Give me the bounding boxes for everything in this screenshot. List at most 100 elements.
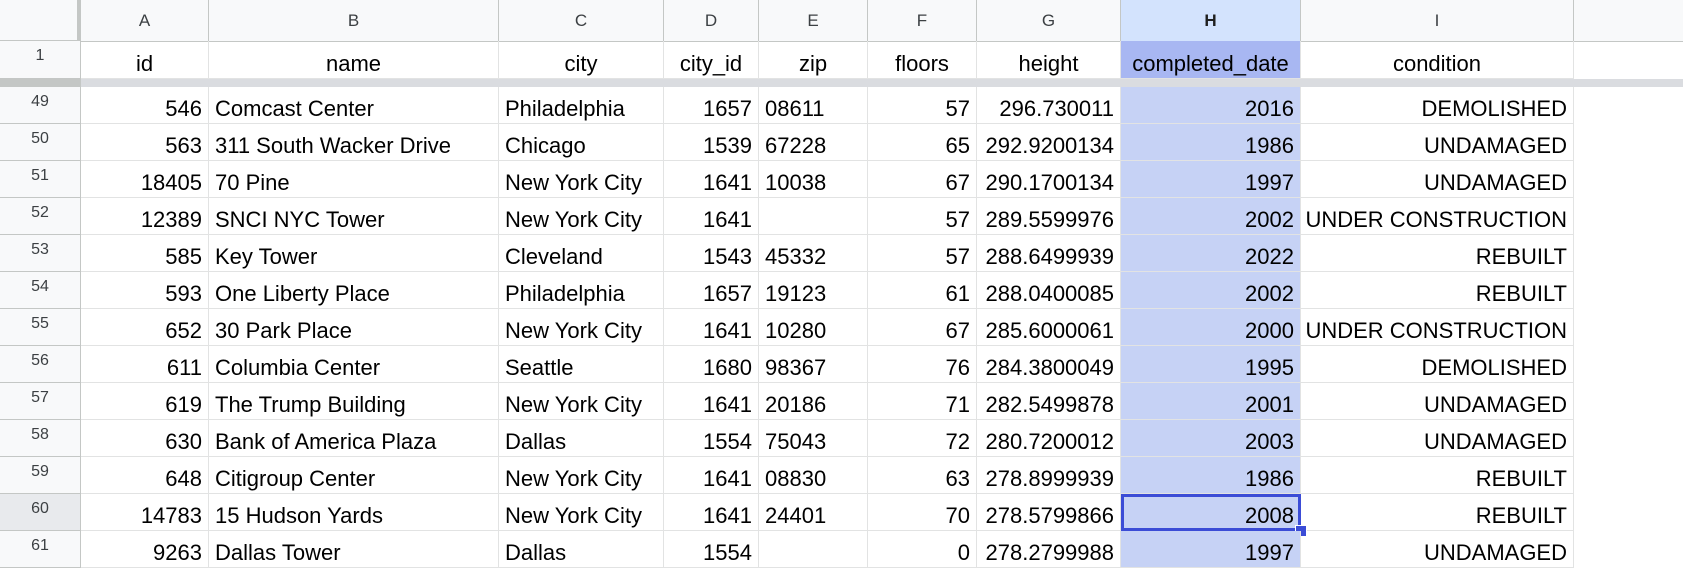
cell-floors[interactable]: 70: [868, 494, 977, 531]
cell-height[interactable]: 288.6499939: [977, 235, 1121, 272]
row-header[interactable]: 1: [0, 41, 81, 79]
cell-completed-date[interactable]: 2016: [1121, 87, 1301, 124]
cell-height[interactable]: 278.5799866: [977, 494, 1121, 531]
cell-floors[interactable]: 72: [868, 420, 977, 457]
cell-completed-date[interactable]: 2002: [1121, 198, 1301, 235]
cell-city[interactable]: New York City: [499, 309, 664, 346]
column-header-h[interactable]: H: [1121, 0, 1301, 41]
cell-zip[interactable]: 24401: [759, 494, 868, 531]
column-header-e[interactable]: E: [759, 0, 868, 41]
cell-city[interactable]: Seattle: [499, 346, 664, 383]
row-header[interactable]: 49: [0, 87, 81, 124]
cell-condition[interactable]: REBUILT: [1301, 272, 1574, 309]
cell-name[interactable]: 30 Park Place: [209, 309, 499, 346]
cell-name[interactable]: 15 Hudson Yards: [209, 494, 499, 531]
cell-name[interactable]: Citigroup Center: [209, 457, 499, 494]
row-header[interactable]: 53: [0, 235, 81, 272]
column-header-g[interactable]: G: [977, 0, 1121, 41]
header-cell-floors[interactable]: floors: [868, 41, 977, 79]
cell-floors[interactable]: 0: [868, 531, 977, 568]
header-cell-name[interactable]: name: [209, 41, 499, 79]
cell-floors[interactable]: 65: [868, 124, 977, 161]
cell-zip[interactable]: 10038: [759, 161, 868, 198]
cell-height[interactable]: 290.1700134: [977, 161, 1121, 198]
cell-city-id[interactable]: 1641: [664, 161, 759, 198]
cell-completed-date[interactable]: 1986: [1121, 457, 1301, 494]
cell-city-id[interactable]: 1554: [664, 531, 759, 568]
cell-name[interactable]: 311 South Wacker Drive: [209, 124, 499, 161]
cell-name[interactable]: Columbia Center: [209, 346, 499, 383]
cell-id[interactable]: 611: [81, 346, 209, 383]
cell-zip[interactable]: 08611: [759, 87, 868, 124]
cell-id[interactable]: 546: [81, 87, 209, 124]
cell-floors[interactable]: 57: [868, 198, 977, 235]
cell-city[interactable]: New York City: [499, 198, 664, 235]
cell-height[interactable]: 292.9200134: [977, 124, 1121, 161]
cell-floors[interactable]: 57: [868, 87, 977, 124]
header-cell-city[interactable]: city: [499, 41, 664, 79]
cell-condition[interactable]: REBUILT: [1301, 494, 1574, 531]
cell-city[interactable]: Philadelphia: [499, 87, 664, 124]
cell-city-id[interactable]: 1641: [664, 494, 759, 531]
cell-name[interactable]: 70 Pine: [209, 161, 499, 198]
row-header[interactable]: 51: [0, 161, 81, 198]
row-header[interactable]: 52: [0, 198, 81, 235]
cell-city-id[interactable]: 1539: [664, 124, 759, 161]
cell-zip[interactable]: 19123: [759, 272, 868, 309]
cell-name[interactable]: Bank of America Plaza: [209, 420, 499, 457]
cell-city[interactable]: Dallas: [499, 531, 664, 568]
cell-condition[interactable]: UNDAMAGED: [1301, 124, 1574, 161]
cell-height[interactable]: 296.730011: [977, 87, 1121, 124]
cell-height[interactable]: 278.8999939: [977, 457, 1121, 494]
cell-condition[interactable]: DEMOLISHED: [1301, 346, 1574, 383]
cell-city[interactable]: New York City: [499, 494, 664, 531]
cell-city-id[interactable]: 1554: [664, 420, 759, 457]
column-header-a[interactable]: A: [81, 0, 209, 41]
column-header-b[interactable]: B: [209, 0, 499, 41]
column-header-d[interactable]: D: [664, 0, 759, 41]
cell-condition[interactable]: UNDAMAGED: [1301, 161, 1574, 198]
frozen-row-divider[interactable]: [0, 79, 1683, 87]
row-header[interactable]: 58: [0, 420, 81, 457]
cell-zip[interactable]: [759, 198, 868, 235]
cell-id[interactable]: 12389: [81, 198, 209, 235]
cell-floors[interactable]: 63: [868, 457, 977, 494]
cell-city-id[interactable]: 1680: [664, 346, 759, 383]
cell-completed-date[interactable]: 1997: [1121, 161, 1301, 198]
header-cell-height[interactable]: height: [977, 41, 1121, 79]
cell-condition[interactable]: UNDER CONSTRUCTION: [1301, 198, 1574, 235]
cell-city[interactable]: Chicago: [499, 124, 664, 161]
cell-id[interactable]: 585: [81, 235, 209, 272]
cell-id[interactable]: 18405: [81, 161, 209, 198]
cell-city[interactable]: New York City: [499, 457, 664, 494]
cell-id[interactable]: 630: [81, 420, 209, 457]
cell-city[interactable]: Philadelphia: [499, 272, 664, 309]
cell-floors[interactable]: 67: [868, 161, 977, 198]
cell-city[interactable]: Dallas: [499, 420, 664, 457]
cell-floors[interactable]: 67: [868, 309, 977, 346]
cell-height[interactable]: 284.3800049: [977, 346, 1121, 383]
cell-name[interactable]: Key Tower: [209, 235, 499, 272]
header-cell-completed-date[interactable]: completed_date: [1121, 41, 1301, 79]
cell-height[interactable]: 280.7200012: [977, 420, 1121, 457]
cell-name[interactable]: The Trump Building: [209, 383, 499, 420]
cell-city-id[interactable]: 1641: [664, 309, 759, 346]
cell-condition[interactable]: UNDAMAGED: [1301, 383, 1574, 420]
cell-zip[interactable]: 98367: [759, 346, 868, 383]
cell-city-id[interactable]: 1657: [664, 272, 759, 309]
cell-zip[interactable]: 67228: [759, 124, 868, 161]
row-header[interactable]: 59: [0, 457, 81, 494]
cell-name[interactable]: SNCI NYC Tower: [209, 198, 499, 235]
cell-city[interactable]: Cleveland: [499, 235, 664, 272]
cell-city[interactable]: New York City: [499, 383, 664, 420]
cell-id[interactable]: 652: [81, 309, 209, 346]
cell-name[interactable]: Comcast Center: [209, 87, 499, 124]
cell-city-id[interactable]: 1641: [664, 383, 759, 420]
header-cell-condition[interactable]: condition: [1301, 41, 1574, 79]
column-header-c[interactable]: C: [499, 0, 664, 41]
cell-condition[interactable]: UNDAMAGED: [1301, 420, 1574, 457]
cell-zip[interactable]: 20186: [759, 383, 868, 420]
cell-condition[interactable]: UNDAMAGED: [1301, 531, 1574, 568]
cell-height[interactable]: 282.5499878: [977, 383, 1121, 420]
